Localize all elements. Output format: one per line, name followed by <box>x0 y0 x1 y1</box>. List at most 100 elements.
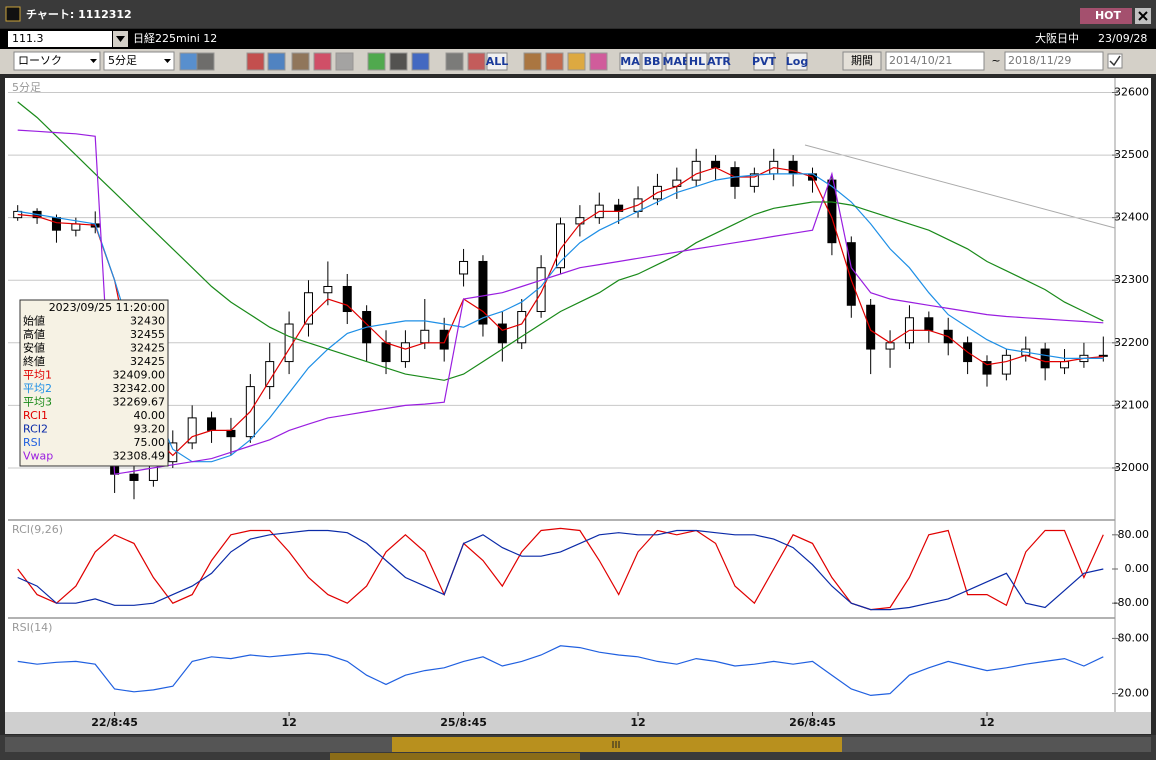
toolbar-button[interactable] <box>686 52 708 71</box>
toolbar-icon[interactable] <box>196 52 215 71</box>
date-to-input[interactable] <box>1004 51 1104 71</box>
y-tick-label: 0.00 <box>1125 562 1150 575</box>
toolbar-icon[interactable] <box>313 52 332 71</box>
toolbar-icon[interactable] <box>335 52 354 71</box>
candle-body <box>303 292 313 325</box>
date-from: 2014/10/21 <box>889 54 952 67</box>
code-input[interactable] <box>8 31 112 47</box>
toolbar-icon[interactable] <box>589 52 608 71</box>
period-label: 期間 <box>851 54 873 67</box>
y-tick-label: 32000 <box>1114 461 1149 474</box>
candle-body <box>536 267 546 313</box>
candle-body <box>284 323 294 363</box>
dropdown-arrow <box>164 59 171 63</box>
candle-body <box>226 429 236 438</box>
y-tick-label: 32600 <box>1114 86 1149 99</box>
style-value: ローソク <box>18 54 62 67</box>
info-value: 32430 <box>130 315 165 328</box>
candle-body <box>1040 348 1050 369</box>
candle-body <box>381 342 391 363</box>
toolbar-icon[interactable] <box>389 52 408 71</box>
y-tick-label: 32500 <box>1114 148 1149 161</box>
toolbar-button-label: MA <box>620 55 640 68</box>
x-tick-label: 22/8:45 <box>91 716 138 729</box>
app-icon <box>5 6 21 22</box>
session: 大阪日中 <box>1035 31 1079 45</box>
x-tick-label: 25/8:45 <box>440 716 487 729</box>
y-tick-label: 32200 <box>1114 336 1149 349</box>
instrument: 日経225mini 12 <box>133 32 217 45</box>
x-tick-label: 26/8:45 <box>789 716 836 729</box>
candle-body <box>207 417 217 431</box>
info-label: RCI2 <box>23 423 48 436</box>
check-icon <box>1109 55 1121 67</box>
candle-body <box>129 473 139 481</box>
info-datetime: 2023/09/25 11:20:00 <box>49 301 165 314</box>
toolbar-button-label: Log <box>786 55 808 68</box>
candle-body <box>71 223 81 231</box>
panel-title: RCI(9,26) <box>12 523 63 536</box>
toolbar-button-label: ATR <box>707 55 731 68</box>
toolbar-button[interactable] <box>486 52 508 71</box>
date-separator: ~ <box>991 54 1000 67</box>
info-value: 32455 <box>130 328 165 341</box>
toolbar-button[interactable] <box>786 52 808 71</box>
info-value: 40.00 <box>134 409 166 422</box>
candle-body <box>866 304 876 350</box>
x-tick-label: 12 <box>979 716 994 729</box>
info-label: 平均2 <box>23 382 52 395</box>
toolbar-button[interactable] <box>708 52 730 71</box>
y-tick-label: 32100 <box>1114 398 1149 411</box>
info-label: 終値 <box>23 354 45 368</box>
toolbar-button[interactable] <box>665 52 687 71</box>
toolbar-icon[interactable] <box>467 52 486 71</box>
toolbar-icon[interactable] <box>367 52 386 71</box>
candle-body <box>187 417 197 444</box>
toolbar-icon[interactable] <box>246 52 265 71</box>
toolbar-icon[interactable] <box>267 52 286 71</box>
close-icon <box>1138 11 1148 21</box>
scroll-thumb[interactable] <box>392 737 842 752</box>
period-button[interactable] <box>842 51 882 71</box>
toolbar-button[interactable] <box>753 52 775 71</box>
info-value: 93.20 <box>134 423 166 436</box>
y-tick-label: 20.00 <box>1118 687 1150 700</box>
series-line <box>17 527 1104 611</box>
x-axis-bar <box>5 712 1151 734</box>
hot-badge[interactable] <box>1080 8 1132 24</box>
toolbar-icon[interactable] <box>411 52 430 71</box>
candle-body <box>459 260 469 275</box>
toolbar-button[interactable] <box>641 52 663 71</box>
toolbar-icon[interactable] <box>179 52 198 71</box>
toolbar-icon[interactable] <box>545 52 564 71</box>
style-select[interactable] <box>13 51 101 71</box>
toolbar-button-label: ALL <box>486 55 509 68</box>
candle-body <box>478 260 488 325</box>
dropdown-arrow <box>116 36 125 42</box>
toolbar-icon[interactable] <box>567 52 586 71</box>
date-from-input[interactable] <box>885 51 985 71</box>
toolbar-button[interactable] <box>619 52 641 71</box>
y-tick-label: 32300 <box>1114 273 1149 286</box>
hot-label: HOT <box>1095 9 1122 22</box>
info-box <box>19 299 169 467</box>
candle-body <box>342 285 352 313</box>
series-line <box>17 166 1104 457</box>
toolbar-icon[interactable] <box>291 52 310 71</box>
info-label: Vwap <box>23 450 53 463</box>
info-label: 平均3 <box>23 396 52 409</box>
trend-line <box>804 144 1116 229</box>
interval-select[interactable] <box>103 51 175 71</box>
candle-body <box>982 361 992 375</box>
series-line <box>17 529 1104 611</box>
code-value: 111.3 <box>12 32 44 45</box>
info-label: RCI1 <box>23 409 48 422</box>
toolbar-button-label: PVT <box>752 55 777 68</box>
candle-body <box>51 217 61 231</box>
panel-title: 5分足 <box>12 81 41 94</box>
toolbar-icon[interactable] <box>523 52 542 71</box>
candle-body <box>265 361 275 388</box>
toolbar-icon[interactable] <box>445 52 464 71</box>
candle-body <box>1001 354 1011 375</box>
